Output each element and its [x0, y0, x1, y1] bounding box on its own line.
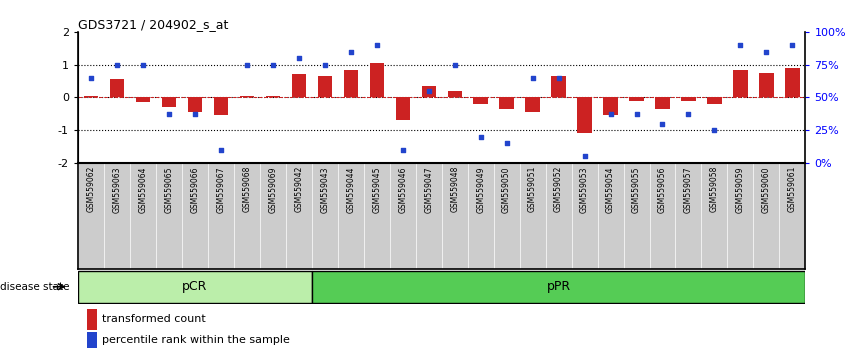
Bar [318, 76, 332, 97]
Bar [87, 309, 97, 330]
Text: GSM559050: GSM559050 [502, 166, 511, 212]
Bar [526, 97, 540, 112]
Text: GSM559067: GSM559067 [216, 166, 225, 212]
Text: GSM559057: GSM559057 [684, 166, 693, 212]
Text: GSM559056: GSM559056 [658, 166, 667, 212]
Bar [312, 271, 805, 303]
Text: GSM559046: GSM559046 [398, 166, 407, 212]
Bar [759, 73, 773, 97]
Point [526, 75, 540, 80]
Text: GSM559064: GSM559064 [139, 166, 147, 212]
Bar [708, 97, 721, 104]
Point [785, 42, 799, 48]
Bar [578, 97, 591, 133]
Bar [188, 97, 202, 112]
Bar [87, 332, 97, 348]
Point [682, 112, 695, 117]
Point [448, 62, 462, 67]
Point [578, 153, 591, 159]
Text: GSM559045: GSM559045 [372, 166, 381, 212]
Text: transformed count: transformed count [102, 314, 206, 324]
Point [396, 147, 410, 153]
Bar [162, 97, 176, 107]
Text: GSM559061: GSM559061 [788, 166, 797, 212]
Text: GSM559053: GSM559053 [580, 166, 589, 212]
Text: GSM559063: GSM559063 [113, 166, 121, 212]
Text: GSM559055: GSM559055 [632, 166, 641, 212]
Point [240, 62, 254, 67]
Point [266, 62, 280, 67]
Bar [370, 63, 384, 97]
Bar [292, 74, 306, 97]
Point [630, 112, 643, 117]
Text: percentile rank within the sample: percentile rank within the sample [102, 335, 290, 346]
Text: GSM559047: GSM559047 [424, 166, 433, 212]
Bar [500, 97, 514, 109]
Point [84, 75, 98, 80]
Point [474, 134, 488, 139]
Bar [785, 68, 799, 97]
Text: GSM559051: GSM559051 [528, 166, 537, 212]
Point [759, 48, 773, 54]
Text: GSM559068: GSM559068 [242, 166, 251, 212]
Point [344, 48, 358, 54]
Point [162, 112, 176, 117]
Bar [474, 97, 488, 104]
Text: pPR: pPR [546, 280, 571, 293]
Text: GSM559044: GSM559044 [346, 166, 355, 212]
Bar [734, 69, 747, 97]
Text: GSM559054: GSM559054 [606, 166, 615, 212]
Bar [214, 97, 228, 115]
Text: GSM559048: GSM559048 [450, 166, 459, 212]
Point [708, 127, 721, 133]
Text: GSM559069: GSM559069 [268, 166, 277, 212]
Bar [78, 271, 312, 303]
Point [214, 147, 228, 153]
Point [318, 62, 332, 67]
Bar [448, 91, 462, 97]
Text: pCR: pCR [182, 280, 208, 293]
Point [656, 121, 669, 126]
Bar [136, 97, 150, 102]
Bar [396, 97, 410, 120]
Bar [84, 96, 98, 97]
Point [552, 75, 565, 80]
Bar [656, 97, 669, 109]
Point [370, 42, 384, 48]
Point [604, 112, 617, 117]
Bar [110, 79, 124, 97]
Bar [240, 96, 254, 97]
Bar [552, 76, 565, 97]
Text: GSM559066: GSM559066 [191, 166, 199, 212]
Text: GSM559062: GSM559062 [87, 166, 95, 212]
Bar [682, 97, 695, 101]
Point [136, 62, 150, 67]
Text: GSM559065: GSM559065 [165, 166, 173, 212]
Text: disease state: disease state [0, 282, 69, 292]
Point [110, 62, 124, 67]
Text: GSM559060: GSM559060 [762, 166, 771, 212]
Bar [344, 69, 358, 97]
Text: GSM559042: GSM559042 [294, 166, 303, 212]
Text: GDS3721 / 204902_s_at: GDS3721 / 204902_s_at [78, 18, 229, 31]
Bar [266, 96, 280, 97]
Point [292, 55, 306, 61]
Point [500, 140, 514, 146]
Bar [422, 86, 436, 97]
Point [734, 42, 747, 48]
Point [188, 112, 202, 117]
Point [422, 88, 436, 93]
Text: GSM559052: GSM559052 [554, 166, 563, 212]
Text: GSM559049: GSM559049 [476, 166, 485, 212]
Bar [604, 97, 617, 115]
Text: GSM559043: GSM559043 [320, 166, 329, 212]
Text: GSM559059: GSM559059 [736, 166, 745, 212]
Text: GSM559058: GSM559058 [710, 166, 719, 212]
Bar [630, 97, 643, 101]
